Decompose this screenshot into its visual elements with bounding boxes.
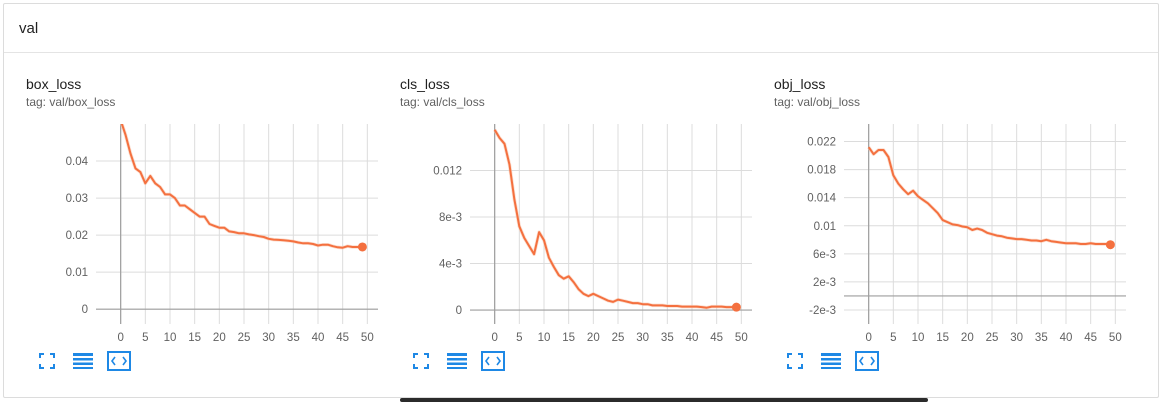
y-tick-label: 0.01 [814, 221, 836, 233]
x-tick-label: 50 [361, 332, 374, 344]
x-tick-label: 45 [1084, 332, 1097, 344]
x-tick-label: 15 [936, 332, 949, 344]
x-tick-label: 35 [287, 332, 300, 344]
chart-card-cls-loss: cls_loss tag: val/cls_loss 0 5 10 15 20 25 30 3… [378, 56, 752, 386]
x-tick-label: 20 [587, 332, 600, 344]
fit-domain-icon[interactable] [480, 350, 506, 372]
chart-card-obj-loss: obj_loss tag: val/obj_loss 0 5 10 15 20 25 30 3… [752, 56, 1126, 386]
y-tick-label: 8e-3 [439, 212, 462, 224]
chart-title: obj_loss [774, 76, 826, 92]
x-tick-label: 20 [213, 332, 226, 344]
chart-toolbar [782, 350, 890, 372]
y-tick-label: 6e-3 [813, 249, 836, 261]
chart-toolbar [408, 350, 516, 372]
y-tick-label: 0.03 [66, 193, 88, 205]
series-line [120, 124, 363, 249]
x-tick-label: 25 [986, 332, 999, 344]
x-tick-label: 0 [117, 332, 123, 344]
x-tick-label: 25 [238, 332, 251, 344]
chart-toolbar [34, 350, 142, 372]
chart-tag: tag: val/cls_loss [400, 95, 485, 109]
y-tick-label: 2e-3 [813, 277, 836, 289]
x-tick-label: 40 [312, 332, 325, 344]
chart-box-loss[interactable]: 0 5 10 15 20 25 30 35 40 45 50 0 0.01 0.02 0.03 0.04 [4, 56, 378, 346]
x-tick-label: 10 [164, 332, 177, 344]
x-tick-label: 10 [912, 332, 925, 344]
x-tick-label: 45 [336, 332, 349, 344]
x-tick-label: 30 [262, 332, 275, 344]
y-tick-label: 0.012 [433, 166, 462, 178]
chart-cls-loss[interactable]: 0 5 10 15 20 25 30 35 40 45 50 0 4e-3 8e-3 0.012 [378, 56, 752, 346]
x-tick-label: 20 [961, 332, 974, 344]
group-title: val [19, 19, 39, 37]
x-tick-label: 50 [735, 332, 748, 344]
raw-series-line [867, 146, 1111, 247]
y-tick-label: -2e-3 [809, 305, 836, 317]
x-tick-label: 40 [1060, 332, 1073, 344]
fullscreen-icon[interactable] [34, 350, 60, 372]
x-tick-label: 0 [865, 332, 871, 344]
y-tick-label: 0.022 [807, 137, 836, 149]
raw-series-line [493, 128, 737, 310]
fullscreen-icon[interactable] [408, 350, 434, 372]
x-tick-label: 25 [612, 332, 625, 344]
y-tick-label: 0 [82, 304, 88, 316]
last-point-marker [1105, 240, 1115, 250]
x-tick-label: 5 [890, 332, 896, 344]
x-tick-label: 35 [661, 332, 674, 344]
x-tick-label: 0 [491, 332, 497, 344]
fit-domain-icon[interactable] [106, 350, 132, 372]
last-point-marker [357, 242, 367, 252]
series-line [867, 146, 1111, 246]
y-tick-label: 0.04 [66, 156, 89, 168]
last-point-marker [731, 302, 741, 312]
x-tick-label: 30 [636, 332, 649, 344]
fullscreen-icon[interactable] [782, 350, 808, 372]
y-tick-label: 0 [456, 305, 462, 317]
chart-card-box-loss: box_loss tag: val/box_loss 0 5 10 15 20 25 30 3… [4, 56, 378, 386]
x-tick-label: 5 [516, 332, 522, 344]
chart-tag: tag: val/box_loss [26, 95, 116, 109]
scalar-group-val: val box_loss tag: val/box_loss 0 5 10 15 20 2… [3, 3, 1159, 398]
x-tick-label: 40 [686, 332, 699, 344]
chart-tag: tag: val/obj_loss [774, 95, 861, 109]
data-table-icon[interactable] [818, 350, 844, 372]
x-tick-label: 50 [1109, 332, 1122, 344]
chart-obj-loss[interactable]: 0 5 10 15 20 25 30 35 40 45 50 -2e-3 2e-3 6e-3 0.01 0.0… [752, 56, 1126, 346]
x-tick-label: 45 [710, 332, 723, 344]
y-tick-label: 4e-3 [439, 259, 462, 271]
y-tick-label: 0.014 [807, 193, 836, 205]
fit-domain-icon[interactable] [854, 350, 880, 372]
x-tick-label: 10 [538, 332, 551, 344]
x-tick-label: 35 [1035, 332, 1048, 344]
x-tick-label: 15 [188, 332, 201, 344]
data-table-icon[interactable] [70, 350, 96, 372]
chart-title: box_loss [26, 76, 82, 92]
x-tick-label: 5 [142, 332, 148, 344]
y-tick-label: 0.02 [66, 230, 88, 242]
chart-title: cls_loss [400, 76, 450, 92]
data-table-icon[interactable] [444, 350, 470, 372]
x-tick-label: 15 [562, 332, 575, 344]
series-line [493, 129, 737, 309]
horizontal-scrollbar[interactable] [400, 398, 928, 402]
y-tick-label: 0.018 [807, 165, 836, 177]
group-header[interactable]: val [4, 4, 1158, 53]
x-tick-label: 30 [1010, 332, 1023, 344]
y-tick-label: 0.01 [66, 267, 88, 279]
